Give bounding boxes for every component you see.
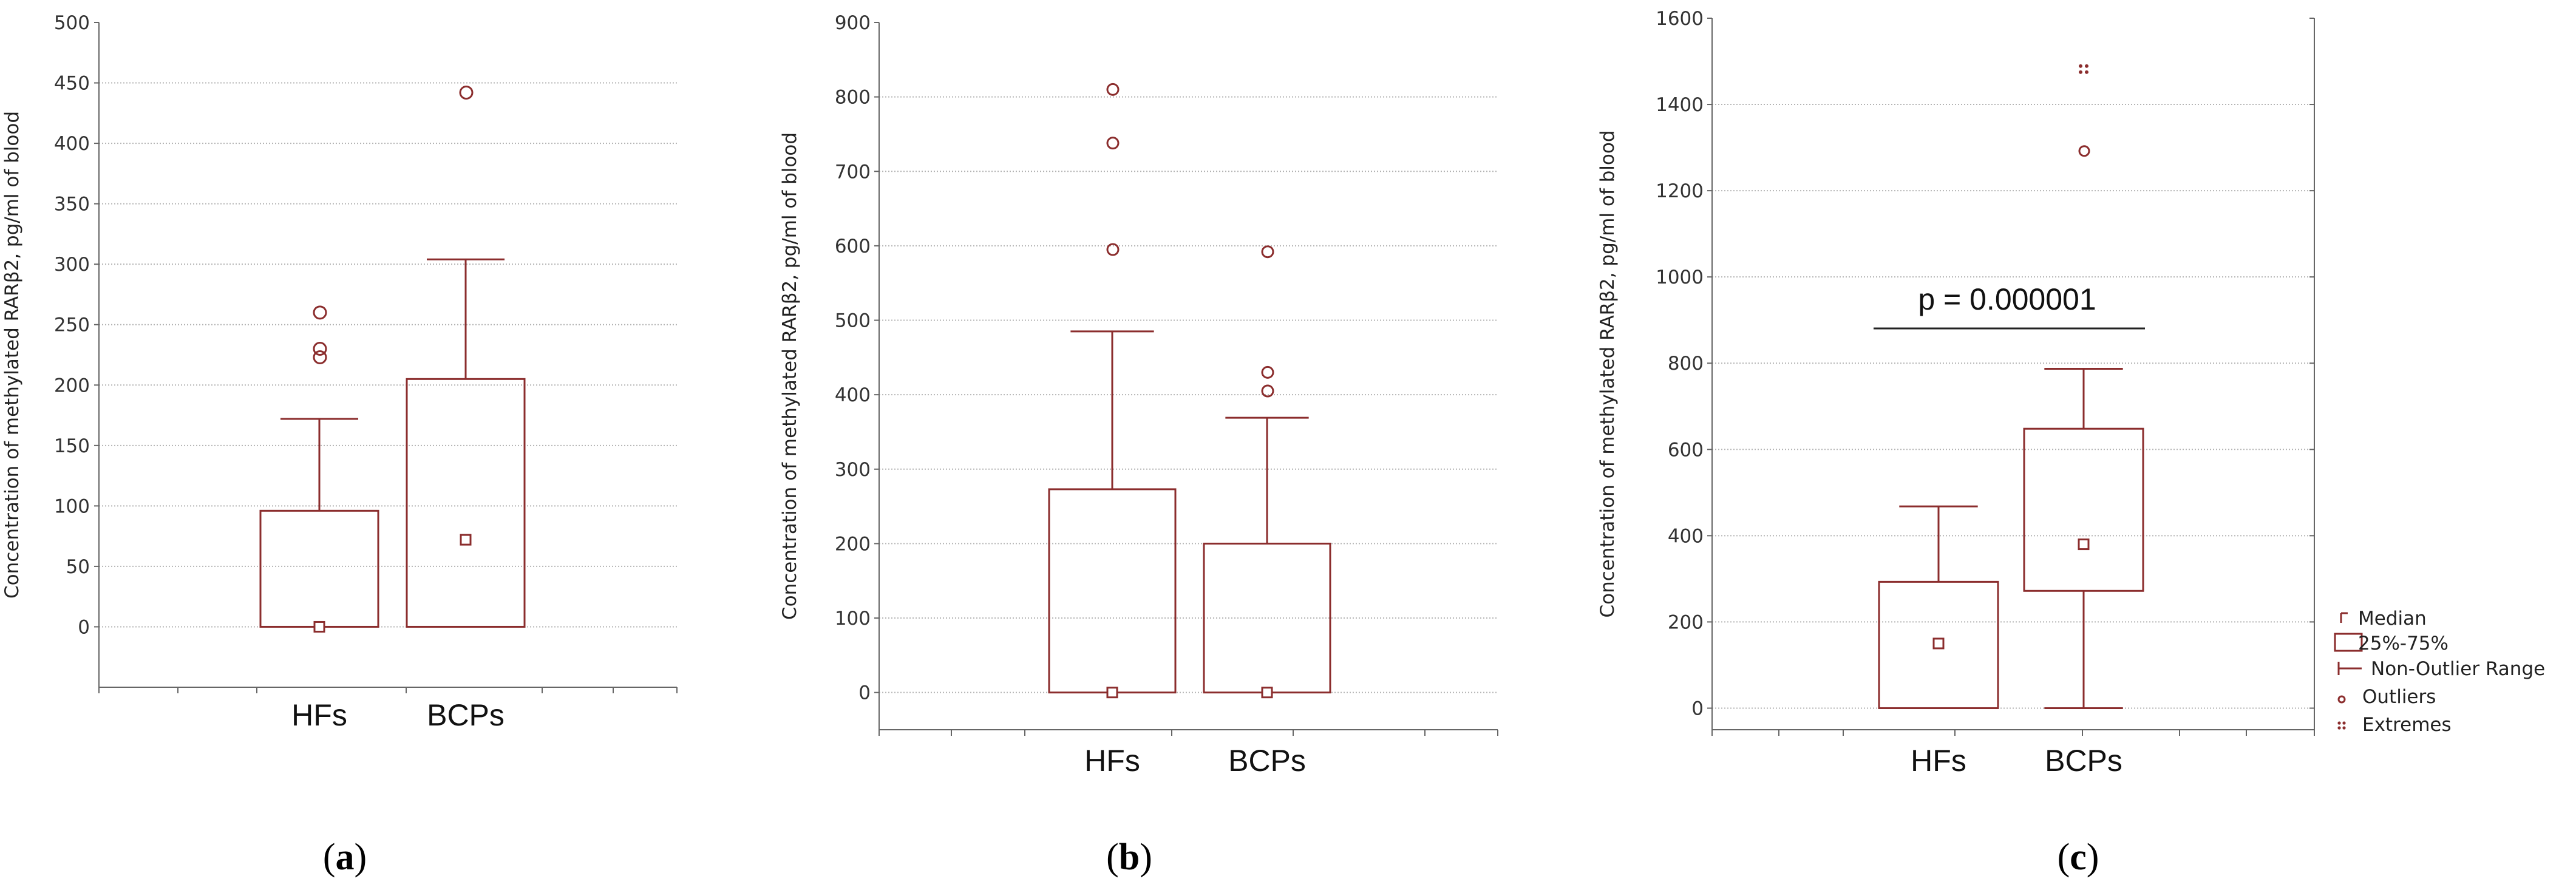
panel-a-category-label: BCPs (427, 698, 505, 732)
panel-b-y-tick-label: 900 (835, 12, 871, 34)
panel-label-b: (b) (1106, 837, 1152, 878)
panel-c-y-tick-label: 600 (1668, 439, 1704, 461)
legend-label-extremes: Extremes (2362, 714, 2452, 736)
panel-label-a: (a) (323, 837, 367, 878)
panel-b-bcps-median (1261, 687, 1273, 699)
panel-c-hfs-median (1932, 637, 1945, 650)
panel-c-y-tick-label: 1000 (1656, 267, 1704, 288)
legend-label-range: Non-Outlier Range (2371, 658, 2545, 680)
chart-panel-a: 0 50 100 150 200 250 300 350 400 450 500 Concentrat… (1, 12, 678, 732)
legend-outlier-icon (2337, 695, 2346, 704)
legend-label-outliers: Outliers (2362, 686, 2436, 708)
panel-b-y-tick-label: 800 (835, 87, 871, 109)
panel-b-category-label: HFs (1084, 744, 1140, 778)
panel-a-y-tick-label: 150 (54, 435, 90, 457)
panel-a-bcps-median (460, 534, 472, 546)
panel-b-y-tick-label: 0 (858, 682, 871, 704)
legend: Median 25%-75% Non-Outlier Range Outlier… (2334, 608, 2545, 736)
chart-panel-c: 0 200 400 600 800 1000 1200 1400 1600 Concentrati… (1597, 8, 2315, 778)
panel-a-y-tick-label: 250 (54, 314, 90, 336)
panel-b-bcps-outlier (1261, 384, 1274, 398)
panel-c-category-label: BCPs (2045, 744, 2122, 778)
panel-c-hfs-box (1878, 580, 1999, 709)
panel-a-hfs-outlier (313, 342, 327, 356)
panel-a-hfs-outlier (313, 305, 327, 320)
legend-label-quartiles: 25%-75% (2358, 633, 2449, 654)
panel-c-y-tick-label: 1600 (1656, 8, 1704, 30)
panel-c-y-tick-label: 400 (1668, 525, 1704, 547)
panel-b-category-label: BCPs (1228, 744, 1306, 778)
panel-c-y-tick-label: 1400 (1656, 94, 1704, 116)
panel-a-bcps-box (406, 378, 526, 628)
panel-a-bcps-outlier (459, 85, 474, 100)
p-value-label: p = 0.000001 (1918, 282, 2096, 316)
panel-a-y-tick-label: 450 (54, 73, 90, 95)
panel-c-bcps-box (2023, 427, 2144, 592)
panel-b-hfs-outlier (1106, 137, 1120, 150)
panel-a-y-tick-label: 400 (54, 133, 90, 155)
panel-a-hfs-box (259, 509, 379, 628)
legend-whisker-icon (2337, 662, 2362, 675)
panel-a-hfs-outlier (313, 350, 327, 364)
panel-b-hfs-outlier (1106, 83, 1120, 96)
panel-a-y-tick-label: 0 (78, 616, 90, 638)
panel-c-bcps-outlier (2078, 145, 2090, 157)
panel-b-y-tick-label: 700 (835, 161, 871, 183)
panel-c-y-axis-label: Concentration of methylated RARβ2, pg/ml… (1597, 130, 1619, 617)
panel-b-y-tick-label: 600 (835, 236, 871, 257)
panel-c-y-tick-label: 800 (1668, 353, 1704, 375)
panel-b-y-tick-label: 300 (835, 459, 871, 481)
panel-c-y-tick-label: 200 (1668, 611, 1704, 633)
panel-a-y-tick-label: 350 (54, 194, 90, 216)
panel-c-bcps-median (2078, 538, 2090, 551)
panel-b-hfs-median (1106, 687, 1118, 699)
panel-a-y-axis-label: Concentration of methylated RARβ2, pg/ml… (1, 111, 23, 599)
panel-a-hfs-median (313, 620, 325, 633)
panel-b-y-axis-label: Concentration of methylated RARβ2, pg/ml… (779, 132, 801, 620)
panel-b-bcps-outlier (1261, 245, 1274, 259)
panel-a-y-tick-label: 200 (54, 375, 90, 396)
panel-label-c: (c) (2058, 837, 2099, 878)
panel-a-y-tick-label: 50 (66, 556, 90, 578)
panel-b-y-tick-label: 400 (835, 384, 871, 406)
legend-extreme-icon (2337, 721, 2346, 730)
legend-median-icon (2340, 612, 2348, 623)
significance-annotation: p = 0.000001 (1874, 282, 2145, 330)
panel-a-y-tick-label: 500 (54, 12, 90, 34)
panel-b-y-tick-label: 200 (835, 533, 871, 555)
panel-a-y-tick-label: 300 (54, 254, 90, 276)
legend-box-icon (2334, 633, 2363, 652)
panel-c-y-tick-label: 1200 (1656, 180, 1704, 202)
panel-b-bcps-outlier (1261, 365, 1274, 379)
panel-a-y-tick-label: 100 (54, 495, 90, 517)
chart-panel-b: 0 100 200 300 400 500 600 700 800 900 Concentratio… (779, 12, 1498, 778)
panel-b-y-tick-label: 100 (835, 608, 871, 630)
legend-label-median: Median (2358, 608, 2427, 630)
panel-b-y-tick-label: 500 (835, 310, 871, 332)
panel-b-hfs-outlier (1106, 243, 1120, 256)
panel-b-hfs-box (1048, 488, 1177, 694)
panel-a-category-label: HFs (291, 698, 347, 732)
panel-c-y-tick-label: 0 (1691, 698, 1704, 719)
panel-c-bcps-extreme (2079, 64, 2088, 74)
panel-c-category-label: HFs (1911, 744, 1966, 778)
